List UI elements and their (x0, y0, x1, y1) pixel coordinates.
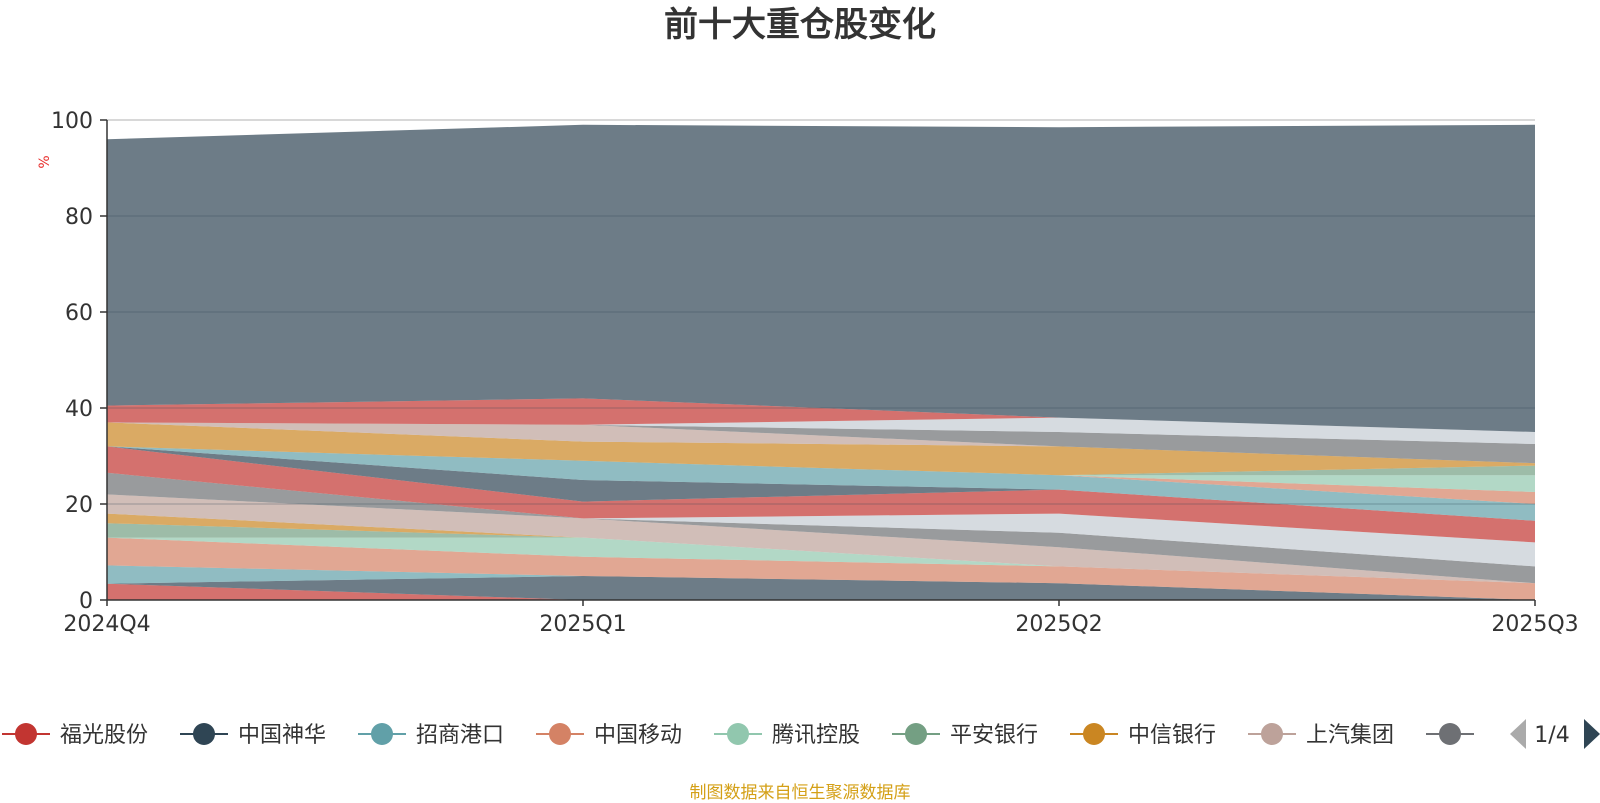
legend-label: 平安银行 (950, 723, 1038, 748)
legend-item[interactable]: 中国神华 (180, 723, 326, 748)
legend-label: 福光股份 (60, 723, 148, 748)
y-tick-label: 40 (65, 397, 93, 422)
legend-page-indicator: 1/4 (1534, 723, 1569, 748)
y-axis-unit-label: % (37, 155, 53, 168)
y-tick-label: 80 (65, 205, 93, 230)
legend-circle-marker (15, 723, 37, 745)
legend-item[interactable]: 招商港口 (358, 723, 504, 748)
area-band-8 (107, 472, 1535, 584)
legend-circle-marker (727, 723, 749, 745)
legend-circle-marker (905, 723, 927, 745)
legend-label: 招商港口 (416, 723, 504, 748)
x-tick-label: 2024Q4 (63, 612, 150, 637)
legend-item[interactable]: 腾讯控股 (714, 723, 860, 748)
area-band-4 (107, 537, 1535, 584)
area-band-21 (107, 124, 1535, 433)
area-band-17 (107, 422, 1535, 464)
area-band-18 (107, 422, 1535, 464)
legend-items: 福光股份 中国神华 招商港口 中国移动 腾讯控股 平安银行 中信银行 上汽集团 袁 (2, 723, 1506, 748)
legend-label: 中国移动 (594, 723, 682, 748)
legend-item[interactable]: 平安银行 (892, 723, 1038, 748)
legend-label: 上汽集团 (1306, 723, 1394, 748)
legend-circle-marker (371, 723, 393, 745)
area-band-20 (107, 398, 1535, 432)
legend-label: 中国神华 (238, 723, 326, 748)
chart-title: 前十大重仓股变化 (664, 5, 936, 45)
y-tick-label: 20 (65, 493, 93, 518)
area-band-0 (107, 583, 1535, 600)
area-band-2 (107, 565, 1535, 600)
area-band-16 (107, 422, 1535, 476)
legend-item[interactable]: 福光股份 (2, 723, 148, 748)
x-tick-label: 2025Q1 (539, 612, 626, 637)
legend-next-arrow-icon[interactable] (1584, 719, 1600, 749)
area-band-10 (107, 446, 1535, 543)
area-band-3 (107, 537, 1535, 600)
grid-layer (107, 119, 1535, 505)
legend-circle-marker (1083, 723, 1105, 745)
legend-label: 袁 (1484, 723, 1506, 748)
legend-circle-marker (1439, 723, 1461, 745)
legend: 福光股份 中国神华 招商港口 中国移动 腾讯控股 平安银行 中信银行 上汽集团 袁 1/4 (2, 719, 1600, 749)
legend-circle-marker (193, 723, 215, 745)
legend-item[interactable]: 中信银行 (1070, 723, 1216, 748)
area-band-19 (107, 417, 1535, 444)
areas-layer (107, 124, 1535, 600)
y-tick-label: 60 (65, 301, 93, 326)
y-tick-label: 100 (51, 109, 93, 134)
x-tick-label: 2025Q2 (1015, 612, 1102, 637)
area-band-9 (107, 472, 1535, 567)
legend-circle-marker (1261, 723, 1283, 745)
x-tick-label: 2025Q3 (1491, 612, 1578, 637)
y-tick-label: 0 (79, 589, 93, 614)
legend-circle-marker (549, 723, 571, 745)
legend-item[interactable]: 袁 (1426, 723, 1506, 748)
legend-label: 中信银行 (1128, 723, 1216, 748)
legend-label: 腾讯控股 (772, 723, 860, 748)
area-band-12 (107, 446, 1535, 521)
axis-layer: 0 20 40 60 80 100 2024Q4 2025Q1 2025Q2 2025Q3 (51, 109, 1579, 637)
data-source-note: 制图数据来自恒生聚源数据库 (689, 783, 911, 803)
area-band-5 (107, 523, 1535, 584)
area-band-1 (107, 576, 1535, 600)
legend-prev-arrow-icon[interactable] (1510, 719, 1526, 749)
legend-item[interactable]: 中国移动 (536, 723, 682, 748)
area-band-7 (107, 494, 1535, 584)
area-band-15 (107, 446, 1535, 476)
legend-item[interactable]: 上汽集团 (1248, 723, 1394, 748)
